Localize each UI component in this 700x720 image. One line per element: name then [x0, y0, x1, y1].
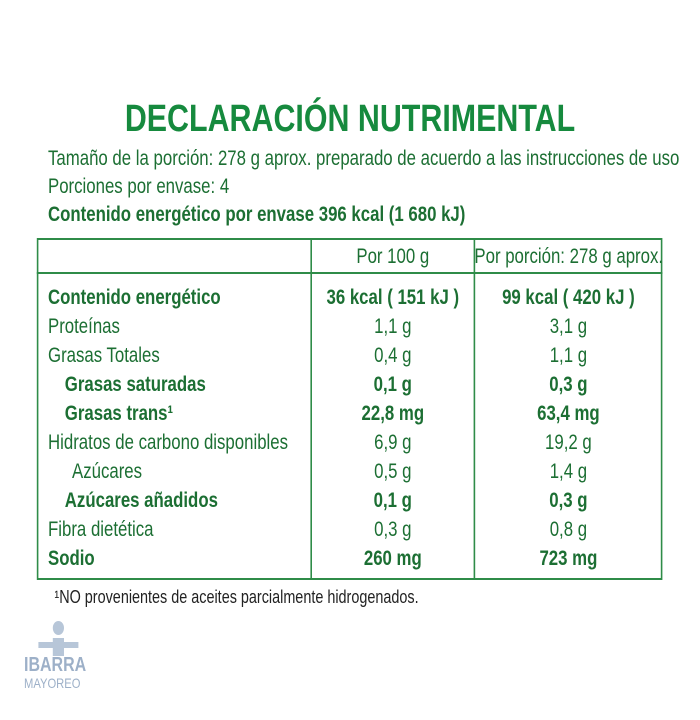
column-divider [473, 238, 476, 580]
logo-subtitle: MAYOREO [24, 675, 81, 691]
column-header: Por porción: 278 g aprox. [474, 245, 664, 268]
column-divider [310, 238, 312, 580]
energy-line: Contenido energético por envase 396 kcal… [48, 203, 466, 226]
per-100g: 0,1 g [373, 489, 412, 512]
per-portion: 1,1 g [549, 344, 588, 367]
per-100g: 260 mg [363, 547, 422, 570]
per-portion: 0,3 g [549, 373, 588, 396]
per-portion: 723 mg [539, 547, 598, 570]
per-portion: 19,2 g [545, 431, 592, 454]
logo-icon [38, 621, 79, 656]
table-border [36, 238, 663, 580]
row-label: Contenido energético [48, 286, 221, 309]
row-label: Hidratos de carbono disponibles [48, 431, 289, 454]
per-portion: 0,3 g [549, 489, 588, 512]
per-100g: 0,4 g [374, 344, 412, 367]
header-divider [36, 272, 663, 274]
per-portion: 63,4 mg [537, 402, 600, 425]
servings: Porciones por envase: 4 [48, 175, 230, 198]
title: DECLARACIÓN NUTRIMENTAL [124, 98, 576, 140]
row-label: Proteínas [48, 315, 120, 338]
row-label: Sodio [48, 547, 95, 570]
per-100g: 6,9 g [374, 431, 412, 454]
per-100g: 0,5 g [374, 460, 412, 483]
per-100g: 1,1 g [374, 315, 412, 338]
per-100g: 22,8 mg [361, 402, 425, 425]
per-portion: 1,4 g [549, 460, 588, 483]
logo-name: IBARRA [24, 654, 87, 676]
footnote: ¹NO provenientes de aceites parcialmente… [54, 587, 419, 607]
per-portion: 3,1 g [549, 315, 588, 338]
per-portion: 0,8 g [549, 518, 588, 541]
row-label: Grasas Totales [48, 344, 160, 367]
row-label: Azúcares añadidos [64, 489, 218, 512]
serving-size: Tamaño de la porción: 278 g aprox. prepa… [48, 147, 680, 170]
per-100g: 0,3 g [374, 518, 412, 541]
row-label: Fibra dietética [48, 518, 154, 541]
per-100g: 0,1 g [373, 373, 412, 396]
row-label: Azúcares [72, 460, 143, 483]
row-label: Grasas trans¹ [64, 402, 174, 425]
row-label: Grasas saturadas [64, 373, 206, 396]
per-portion: 99 kcal ( 420 kJ ) [502, 286, 635, 309]
per-100g: 36 kcal ( 151 kJ ) [326, 286, 460, 309]
column-header: Por 100 g [356, 245, 430, 268]
